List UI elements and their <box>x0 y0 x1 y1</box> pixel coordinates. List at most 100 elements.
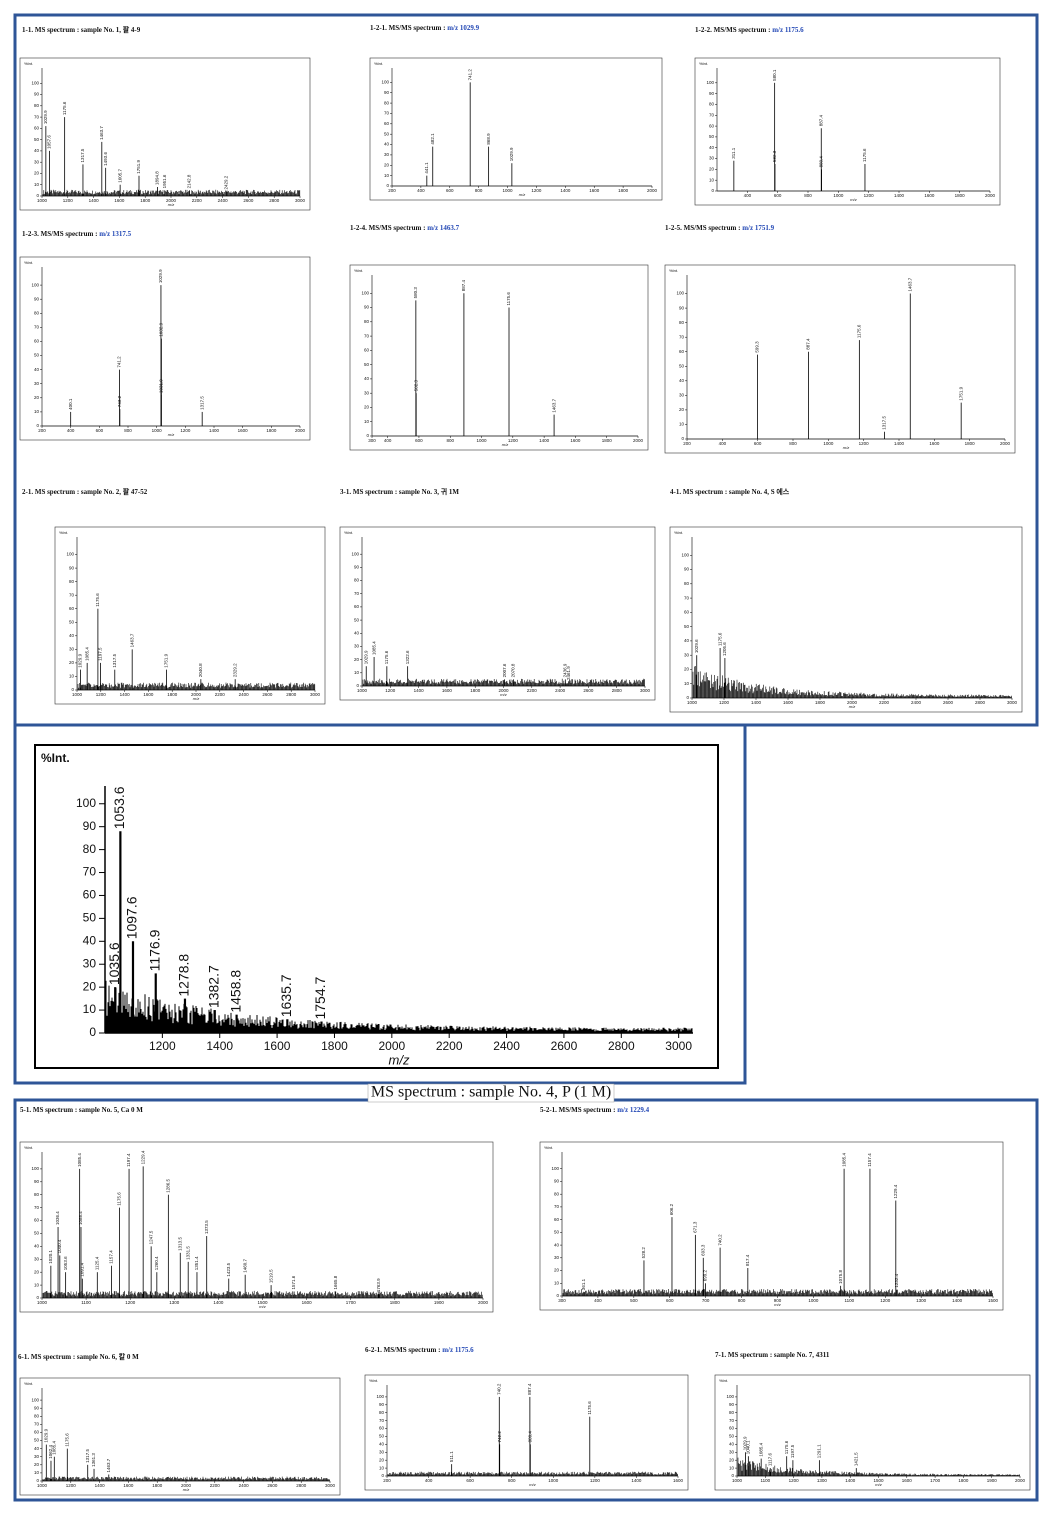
title-highlight: m/z 1751.9 <box>742 224 774 232</box>
y-axis-label: %Int. <box>344 530 353 535</box>
y-tick-label: 30 <box>684 652 690 657</box>
peak-label: 1229.4 <box>893 1184 898 1198</box>
x-tick-label: 1600 <box>143 692 154 697</box>
peak-label: 889.4 <box>819 156 824 168</box>
peak-label: 1085.4 <box>371 641 376 655</box>
y-tick-label: 0 <box>366 433 369 438</box>
y-axis-label: %Int. <box>544 1145 553 1150</box>
y-tick-label: 40 <box>379 1442 385 1447</box>
y-tick-label: 20 <box>69 660 75 665</box>
peak-label: 1421.5 <box>853 1452 858 1466</box>
title-text: 7-1. MS spectrum : sample No. 7, 4311 <box>715 1351 830 1359</box>
y-tick-label: 50 <box>69 619 75 624</box>
x-tick-label: 2200 <box>527 688 538 693</box>
spectrum: 0 10 20 30 40 50 60 70 80 90 100 1000 1200 1400 1600 18… <box>19 25 311 211</box>
y-tick-label: 100 <box>31 1166 39 1171</box>
y-tick-label: 50 <box>679 363 685 368</box>
x-tick-label: 1200 <box>864 193 875 198</box>
y-tick-label: 60 <box>34 1430 40 1435</box>
y-tick-label: 20 <box>364 405 370 410</box>
x-tick-label: 1400 <box>120 692 131 697</box>
y-axis-label: %Int. <box>24 1145 33 1150</box>
y-tick-label: 10 <box>384 173 390 178</box>
y-tick-label: 50 <box>384 131 390 136</box>
y-tick-label: 70 <box>34 325 40 330</box>
x-axis-label: m/z <box>843 445 849 450</box>
x-axis-label: m/z <box>500 692 506 697</box>
peak-label: 1085.4 <box>841 1152 846 1166</box>
peak-label: 1229.4 <box>140 1150 145 1164</box>
y-tick-label: 60 <box>34 126 40 131</box>
peak-label: 887.4 <box>818 114 823 126</box>
x-tick-label: 2000 <box>633 438 644 443</box>
x-tick-label: 1000 <box>732 1478 743 1483</box>
y-tick-label: 50 <box>364 362 370 367</box>
peak-label: 1053.6 <box>111 786 127 829</box>
y-tick-label: 0 <box>731 1473 734 1478</box>
peak-label: 1286.5 <box>166 1178 171 1192</box>
y-tick-label: 0 <box>356 683 359 688</box>
chart-frame <box>19 1377 341 1496</box>
peak-label: 2461.9 <box>566 666 571 680</box>
y-tick-label: 40 <box>684 638 690 643</box>
peak-label: 1751.9 <box>958 386 963 400</box>
y-axis-label: %Int. <box>24 1381 33 1386</box>
peak-label: 441.1 <box>424 162 429 174</box>
peak-label: 1331.5 <box>185 1246 190 1260</box>
x-tick-label: 1300 <box>817 1478 828 1483</box>
y-tick-label: 70 <box>379 1418 385 1423</box>
y-tick-label: 50 <box>554 1230 560 1235</box>
x-tick-label: 1400 <box>89 198 100 203</box>
y-tick-label: 100 <box>351 551 359 556</box>
x-tick-label: 1000 <box>37 198 48 203</box>
x-tick-label: 2400 <box>218 198 229 203</box>
peak-label: 1075.8 <box>838 1270 843 1284</box>
x-tick-label: 2000 <box>985 193 996 198</box>
y-tick-label: 50 <box>379 1434 385 1439</box>
x-tick-label: 200 <box>38 428 46 433</box>
y-tick-label: 90 <box>83 819 97 833</box>
x-tick-label: 800 <box>508 1478 516 1483</box>
y-tick-label: 50 <box>83 911 97 925</box>
y-tick-label: 30 <box>384 152 390 157</box>
y-tick-label: 20 <box>384 162 390 167</box>
peak-label: 817.4 <box>745 1254 750 1266</box>
noise <box>737 1457 1020 1476</box>
x-tick-label: 700 <box>702 1298 710 1303</box>
y-tick-label: 90 <box>364 305 370 310</box>
x-axis-label: m/z <box>389 1052 410 1067</box>
y-tick-label: 30 <box>69 647 75 652</box>
noise <box>562 1289 993 1296</box>
x-tick-label: 2800 <box>975 700 986 705</box>
x-tick-label: 1300 <box>916 1298 927 1303</box>
x-tick-label: 1000 <box>37 1300 48 1305</box>
x-tick-label: 800 <box>124 428 132 433</box>
y-tick-label: 80 <box>364 319 370 324</box>
peak-label: 868.9 <box>486 133 491 145</box>
x-tick-label: 2000 <box>295 428 306 433</box>
title-highlight: m/z 1029.9 <box>447 24 479 32</box>
y-tick-label: 20 <box>34 1462 40 1467</box>
chart-title: 5-2-1. MS/MS spectrum : m/z 1229.4 <box>540 1106 650 1114</box>
peak-label: 2142.8 <box>187 174 192 188</box>
x-tick-label: 1100 <box>81 1300 91 1305</box>
y-axis-label: %Int. <box>374 61 383 66</box>
x-tick-label: 1600 <box>114 198 125 203</box>
spectrum: 0 10 20 30 40 50 60 70 80 90 100 300 400 500 600 700 800… <box>539 1106 1004 1311</box>
peak-label: 1317.5 <box>85 1449 90 1463</box>
spectrum: 0 10 20 30 40 50 60 70 80 90 100 200 400 600 800 1000 12… <box>364 1346 689 1491</box>
x-tick-label: 1000 <box>477 438 488 443</box>
y-tick-label: 60 <box>384 121 390 126</box>
y-axis-label: %Int. <box>59 530 68 535</box>
y-tick-label: 100 <box>361 290 369 295</box>
chart-title: 1-2-1. MS/MS spectrum : m/z 1029.9 <box>370 24 480 32</box>
peak-label: 1175.6 <box>857 324 862 338</box>
x-tick-label: 2600 <box>243 198 254 203</box>
y-tick-label: 50 <box>709 134 715 139</box>
x-tick-label: 1400 <box>539 438 550 443</box>
peak-label: 1278.8 <box>176 954 192 997</box>
peak-label: 1085.4 <box>77 1153 82 1167</box>
x-axis-label: m/z <box>259 1304 265 1309</box>
y-axis-label: %Int. <box>369 1378 378 1383</box>
peak-label: 1125.4 <box>94 1256 99 1270</box>
